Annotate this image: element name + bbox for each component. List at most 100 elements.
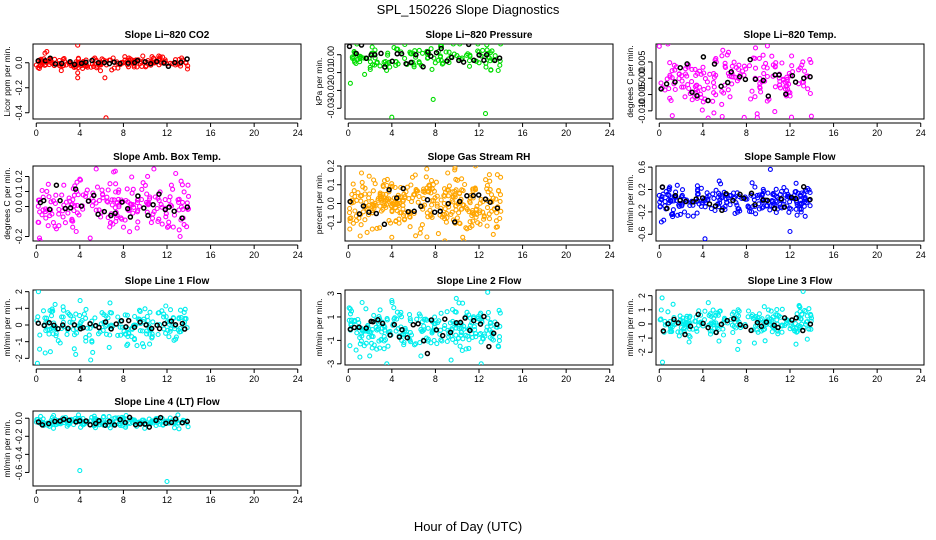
data-point	[176, 207, 182, 213]
data-point	[147, 341, 153, 347]
y-axis: -2 -1 0 1 2	[637, 293, 653, 356]
data-point	[484, 205, 491, 211]
data-point	[497, 198, 503, 204]
data-point	[436, 318, 442, 324]
data-point	[707, 331, 714, 337]
data-point-highlight	[439, 332, 446, 339]
x-tick-label: 0	[346, 250, 351, 260]
data-point	[394, 200, 400, 206]
data-point	[735, 66, 742, 73]
data-point	[379, 329, 385, 335]
data-point	[131, 322, 137, 328]
data-point-highlight	[467, 327, 473, 334]
data-point	[142, 425, 148, 431]
data-point	[498, 44, 504, 47]
data-point	[56, 206, 62, 213]
data-point-highlight	[101, 208, 108, 215]
x-tick-label: 12	[474, 250, 484, 260]
data-point	[127, 229, 133, 235]
data-point	[669, 113, 675, 119]
data-point-highlight	[91, 192, 97, 199]
data-point-highlight	[789, 317, 795, 323]
data-point-highlight	[162, 206, 169, 213]
data-point-highlight	[763, 319, 770, 325]
data-point	[118, 215, 124, 221]
data-point	[115, 332, 121, 338]
data-point-highlight	[400, 185, 406, 192]
data-point	[358, 170, 365, 176]
data-point	[131, 337, 138, 343]
data-point	[428, 177, 435, 184]
data-point	[670, 301, 676, 307]
data-point	[807, 57, 813, 63]
data-point-highlight	[705, 324, 711, 331]
data-point	[700, 198, 706, 204]
data-point	[769, 329, 775, 335]
data-point	[142, 306, 148, 312]
data-point	[660, 191, 666, 197]
data-point	[58, 68, 64, 74]
x-tick-label: 0	[34, 128, 39, 138]
data-point	[392, 184, 398, 191]
data-point	[415, 199, 421, 205]
data-point-highlight	[85, 198, 92, 204]
data-point	[87, 235, 93, 241]
data-point-highlight	[41, 322, 47, 329]
data-point	[360, 209, 366, 215]
data-point	[46, 57, 52, 63]
data-point	[164, 224, 171, 230]
x-tick-label: 4	[389, 250, 394, 260]
data-point-highlight	[387, 332, 393, 338]
data-point	[749, 312, 756, 318]
data-point	[496, 338, 502, 344]
data-point-highlight	[487, 199, 493, 205]
data-point	[149, 335, 155, 341]
data-point	[678, 329, 684, 335]
x-tick-label: 8	[744, 128, 749, 138]
data-point-highlight	[363, 325, 369, 331]
data-point-highlight	[72, 186, 79, 192]
data-point	[107, 181, 113, 187]
data-point	[774, 317, 780, 323]
data-point	[148, 220, 154, 226]
data-point	[357, 354, 363, 360]
data-point	[115, 65, 121, 71]
data-point	[89, 338, 95, 344]
data-point-highlight	[690, 199, 696, 205]
data-point	[751, 340, 757, 346]
plot-frame	[344, 43, 614, 120]
data-point	[802, 199, 808, 205]
data-point	[725, 87, 731, 93]
data-point	[768, 308, 774, 314]
data-point	[478, 310, 484, 316]
y-axis-label: Licor ppm per min.	[2, 46, 12, 116]
data-point-highlight	[394, 51, 400, 57]
data-point	[494, 210, 500, 216]
data-point	[758, 89, 764, 95]
data-point	[457, 343, 463, 349]
data-point-highlight	[39, 422, 46, 428]
data-point	[444, 187, 450, 193]
data-point-highlight	[181, 326, 188, 332]
data-points	[346, 44, 504, 119]
data-point-highlight	[157, 414, 164, 421]
data-point	[104, 198, 110, 204]
y-tick-label: 0.2	[14, 170, 24, 183]
y-tick-label: -0.6	[637, 227, 647, 243]
data-point	[444, 309, 450, 315]
data-point-highlight	[448, 54, 455, 61]
data-point	[727, 202, 733, 208]
data-point	[90, 349, 96, 355]
data-point	[666, 185, 672, 191]
data-point	[182, 306, 188, 312]
data-point	[354, 197, 360, 203]
data-point-highlight	[456, 57, 462, 64]
data-point-highlight	[126, 414, 133, 421]
data-point	[806, 187, 812, 193]
data-point-highlight	[658, 86, 664, 92]
y-tick-label: -0.4	[14, 105, 24, 121]
data-point	[711, 315, 717, 321]
data-point	[440, 211, 446, 217]
data-point	[484, 223, 490, 229]
data-point	[432, 60, 438, 66]
